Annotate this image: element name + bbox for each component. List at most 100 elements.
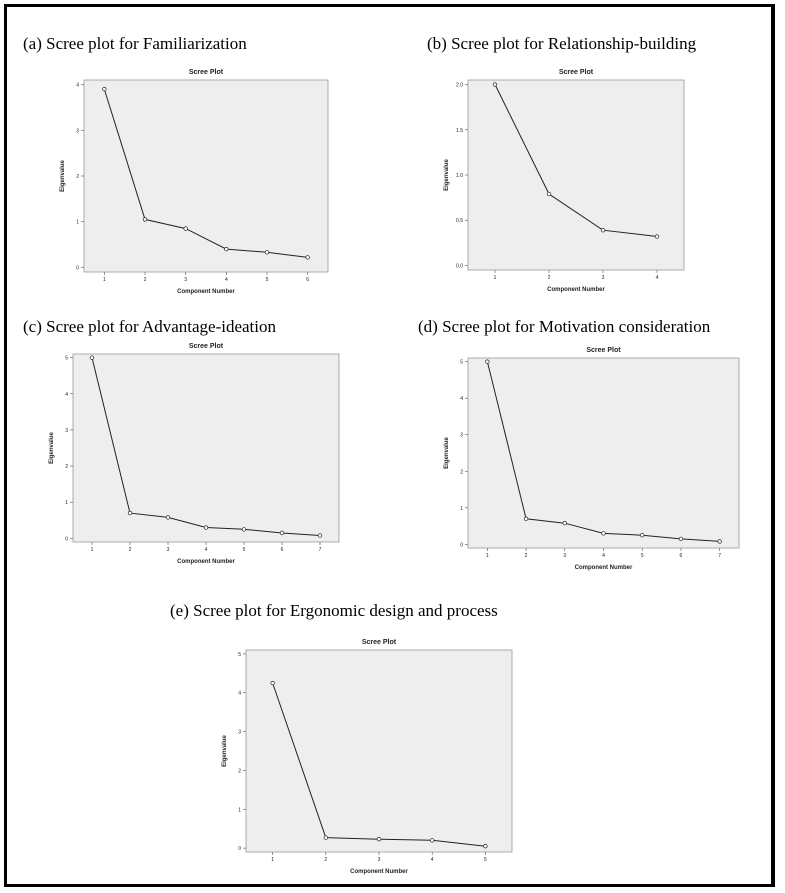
- y-tick-label: 3: [65, 428, 68, 434]
- x-tick-label: 5: [266, 277, 269, 283]
- y-tick-label: 0: [460, 542, 463, 548]
- data-point: [103, 87, 107, 91]
- x-tick-label: 5: [641, 553, 644, 559]
- y-tick-label: 1.5: [456, 128, 463, 134]
- x-tick-label: 3: [563, 553, 566, 559]
- data-point: [718, 540, 722, 544]
- y-axis-title: Eigenvalue: [60, 160, 66, 192]
- data-point: [640, 533, 644, 537]
- y-axis-title: Eigenvalue: [444, 437, 450, 469]
- x-tick-label: 3: [378, 857, 381, 863]
- x-axis-title: Component Number: [177, 559, 235, 565]
- data-point: [265, 251, 269, 255]
- data-point: [225, 247, 229, 251]
- data-point: [563, 521, 567, 525]
- x-tick-label: 3: [167, 547, 170, 553]
- plot-title: Scree Plot: [189, 343, 224, 350]
- plot-area: [246, 650, 512, 852]
- data-point: [679, 537, 683, 541]
- x-tick-label: 4: [431, 857, 434, 863]
- scree-plot-c: Scree Plot 0 1 2 3 4 5 1 2 3 4 5 6 7 Component Number E…: [45, 340, 345, 566]
- caption-b: (b) Scree plot for Relationship-building: [427, 34, 696, 54]
- data-point: [601, 228, 605, 232]
- data-point: [486, 360, 490, 364]
- plot-area: [73, 354, 339, 542]
- data-point: [547, 192, 551, 196]
- data-point: [184, 227, 188, 231]
- y-tick-label: 0.0: [456, 263, 463, 269]
- plot-title: Scree Plot: [362, 639, 397, 646]
- x-tick-label: 2: [324, 857, 327, 863]
- x-tick-label: 2: [144, 277, 147, 283]
- y-tick-label: 1: [238, 807, 241, 813]
- x-tick-label: 6: [306, 277, 309, 283]
- y-tick-label: 1.0: [456, 173, 463, 179]
- data-point: [318, 534, 322, 538]
- data-point: [166, 516, 170, 520]
- x-axis-title: Component Number: [575, 565, 633, 571]
- data-point: [377, 837, 381, 841]
- data-point: [430, 839, 434, 843]
- y-tick-label: 5: [65, 356, 68, 362]
- y-tick-label: 5: [238, 652, 241, 658]
- plot-area: [468, 358, 739, 548]
- plot-area: [84, 80, 328, 272]
- data-point: [271, 681, 275, 685]
- caption-a: (a) Scree plot for Familiarization: [23, 34, 247, 54]
- y-tick-label: 2: [460, 469, 463, 475]
- data-point: [484, 844, 488, 848]
- plot-title: Scree Plot: [189, 69, 224, 76]
- caption-e: (e) Scree plot for Ergonomic design and …: [170, 601, 498, 621]
- x-tick-label: 7: [319, 547, 322, 553]
- y-axis-title: Eigenvalue: [222, 735, 228, 767]
- y-tick-label: 2: [76, 174, 79, 180]
- y-tick-label: 4: [76, 83, 79, 89]
- x-tick-label: 4: [656, 275, 659, 281]
- x-tick-label: 2: [548, 275, 551, 281]
- x-tick-label: 1: [486, 553, 489, 559]
- data-point: [204, 526, 208, 530]
- y-tick-label: 2.0: [456, 83, 463, 89]
- x-tick-label: 1: [103, 277, 106, 283]
- scree-plot-b: Scree Plot0.00.51.01.52.01 2 3 4Component N…: [440, 66, 690, 294]
- y-tick-label: 5: [460, 360, 463, 366]
- scree-plot-e: Scree Plot 0 1 2 3 4 5 1 2 3 4 5 Component Number Eig…: [218, 636, 518, 876]
- x-tick-label: 5: [243, 547, 246, 553]
- x-tick-label: 2: [525, 553, 528, 559]
- data-point: [280, 531, 284, 535]
- data-point: [324, 836, 328, 840]
- y-tick-label: 1: [65, 500, 68, 506]
- x-tick-label: 6: [680, 553, 683, 559]
- x-axis-title: Component Number: [177, 289, 235, 295]
- x-tick-label: 4: [602, 553, 605, 559]
- y-tick-label: 4: [238, 691, 241, 697]
- x-axis-title: Component Number: [350, 869, 408, 875]
- data-point: [242, 528, 246, 532]
- y-axis-title: Eigenvalue: [444, 159, 450, 191]
- x-axis-title: Component Number: [547, 287, 605, 293]
- plot-area: [468, 80, 684, 270]
- y-tick-label: 2: [65, 464, 68, 470]
- y-tick-label: 4: [460, 396, 463, 402]
- y-axis-title: Eigenvalue: [49, 432, 55, 464]
- y-tick-label: 4: [65, 392, 68, 398]
- data-point: [90, 356, 94, 360]
- y-tick-label: 1: [460, 506, 463, 512]
- plot-title: Scree Plot: [586, 347, 621, 354]
- data-point: [524, 517, 528, 521]
- data-point: [306, 256, 310, 260]
- caption-c: (c) Scree plot for Advantage-ideation: [23, 317, 276, 337]
- y-tick-label: 0: [76, 265, 79, 271]
- x-tick-label: 1: [271, 857, 274, 863]
- y-tick-label: 0.5: [456, 218, 463, 224]
- data-point: [493, 83, 497, 87]
- data-point: [655, 235, 659, 239]
- x-tick-label: 3: [184, 277, 187, 283]
- x-tick-label: 7: [718, 553, 721, 559]
- y-tick-label: 0: [65, 536, 68, 542]
- y-tick-label: 0: [238, 846, 241, 852]
- x-tick-label: 2: [129, 547, 132, 553]
- x-tick-label: 4: [225, 277, 228, 283]
- y-tick-label: 3: [76, 128, 79, 134]
- x-tick-label: 1: [91, 547, 94, 553]
